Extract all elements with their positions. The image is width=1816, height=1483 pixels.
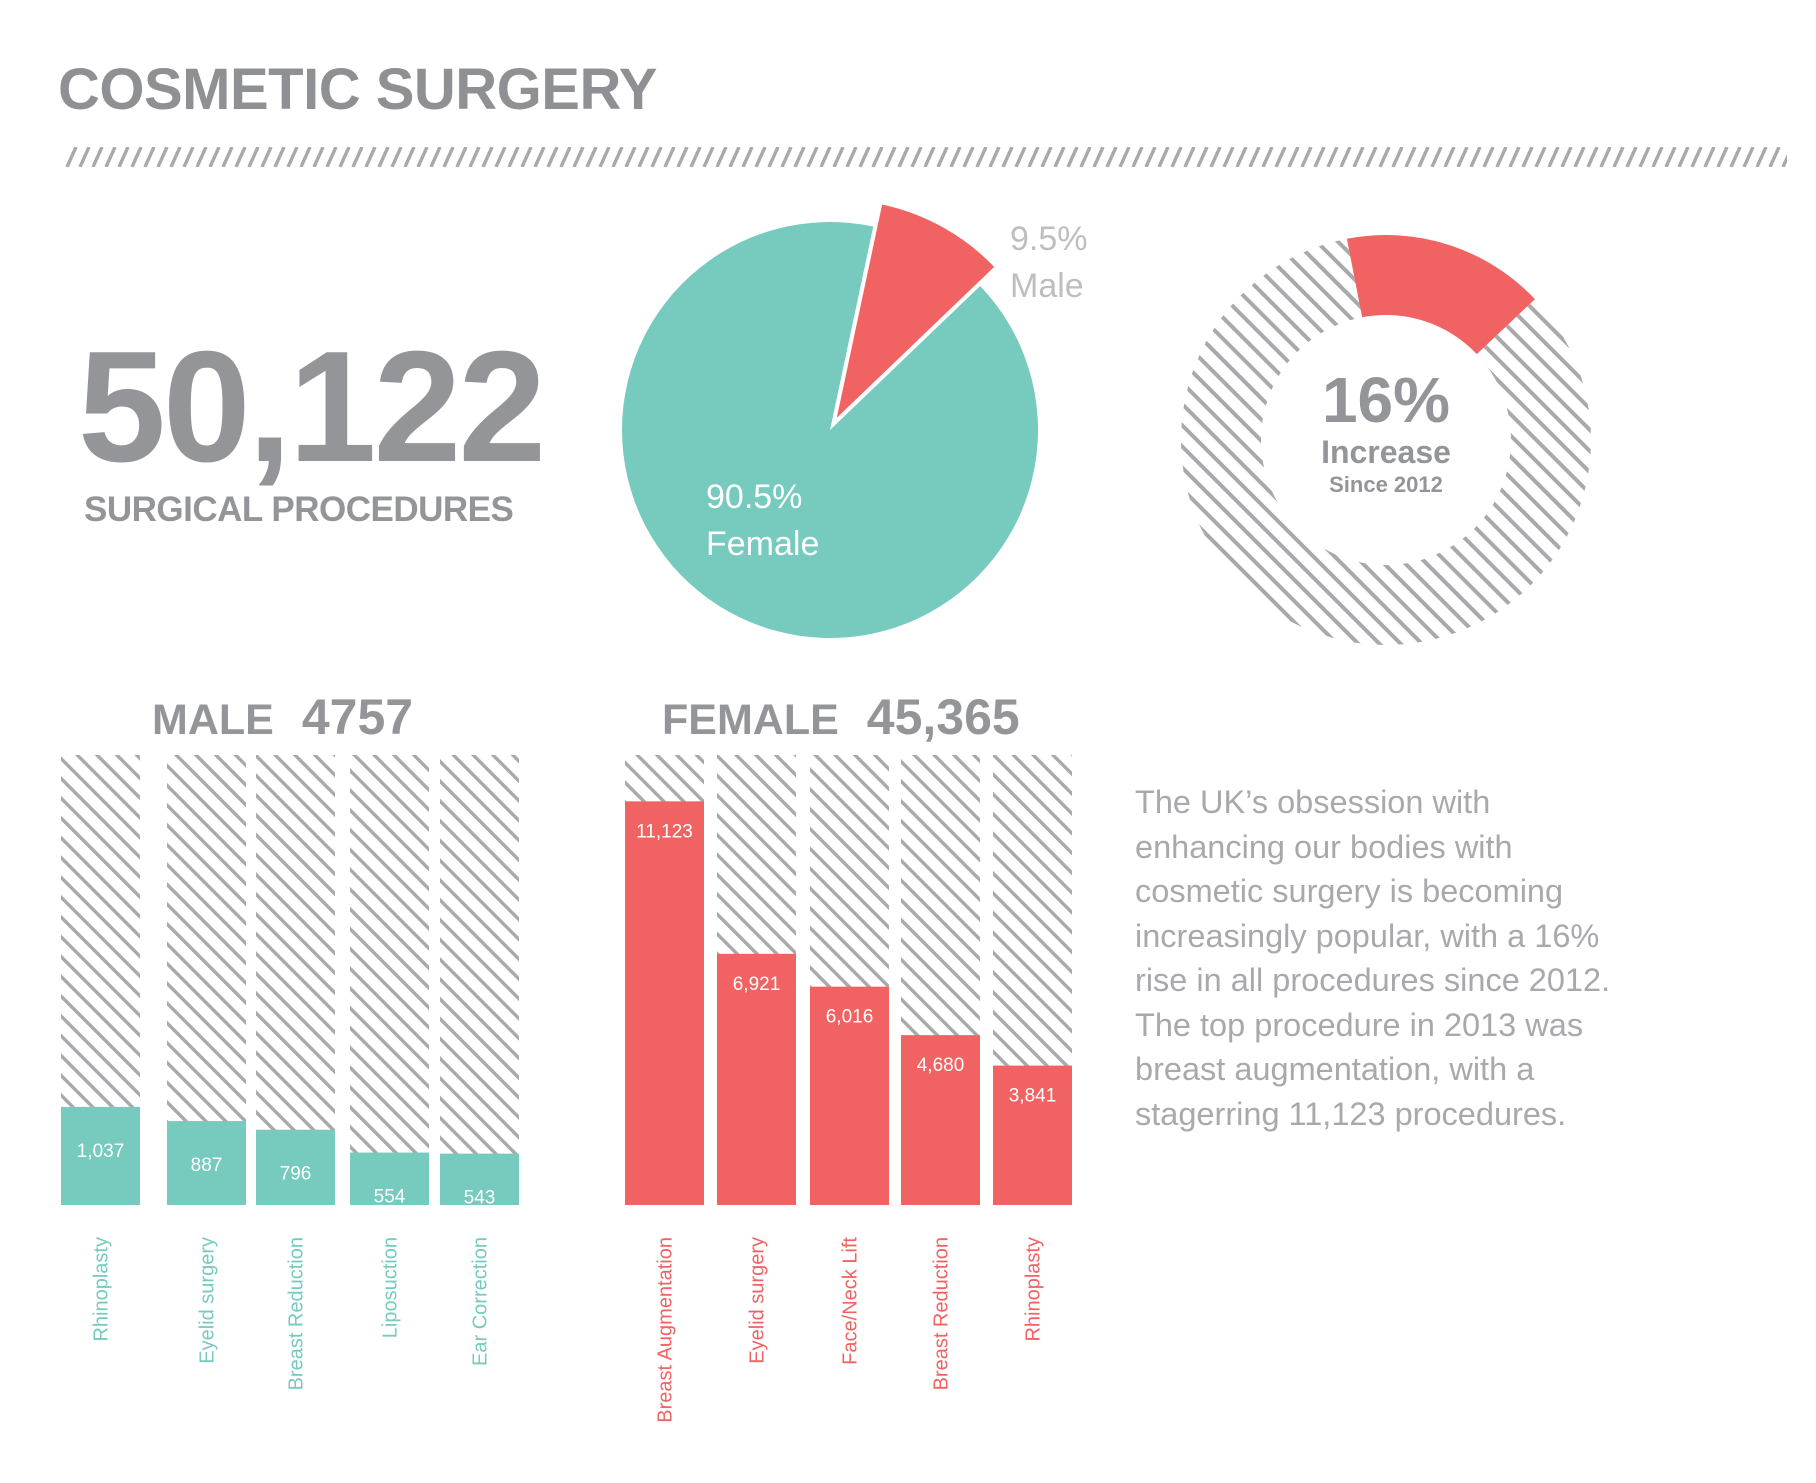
total-procedures-value: 50,122: [78, 319, 546, 495]
female-bar-value: 11,123: [636, 821, 693, 842]
male-category-label: Rhinoplasty: [91, 1237, 113, 1342]
pie-slice-female: [622, 222, 1038, 638]
male-bar: [61, 1106, 140, 1205]
male-bar-value: 887: [191, 1155, 223, 1176]
increase-sublabel: Since 2012: [1329, 472, 1443, 497]
female-category-label: Eyelid surgery: [747, 1237, 769, 1364]
female-bar-value: 4,680: [917, 1055, 965, 1076]
female-category-label: Rhinoplasty: [1023, 1237, 1045, 1342]
female-bar: [810, 986, 889, 1205]
description-text: The UK’s obsession with enhancing our bo…: [1135, 784, 1611, 1132]
male-bar: [440, 1153, 519, 1205]
female-category-label: Breast Reduction: [931, 1237, 953, 1390]
male-bar-value: 1,037: [77, 1141, 125, 1162]
male-bar: [256, 1129, 335, 1205]
pie-label-female-pct: 90.5%: [706, 478, 802, 516]
male-category-label: Liposuction: [380, 1237, 402, 1338]
male-bar-bg: [350, 755, 429, 1205]
female-bar: [717, 953, 796, 1205]
increase-label: Increase: [1321, 434, 1451, 470]
male-bar-chart: 1,037 Rhinoplasty 887 Eyelid surgery 796 Brea…: [61, 755, 519, 1390]
female-category-label: Breast Augmentation: [655, 1237, 677, 1423]
donut-slice-increase: [1346, 235, 1535, 355]
female-label: FEMALE: [662, 696, 839, 744]
male-bar-value: 554: [374, 1187, 406, 1208]
donut-remainder: [1181, 238, 1591, 646]
total-procedures-caption: SURGICAL PROCEDURES: [84, 490, 514, 529]
male-bar-bg: [440, 755, 519, 1205]
male-category-label: Breast Reduction: [286, 1237, 308, 1390]
female-bar-value: 6,921: [733, 974, 781, 995]
page-title: COSMETIC SURGERY: [58, 57, 657, 122]
male-bar-value: 543: [464, 1188, 496, 1209]
female-bar: [993, 1065, 1072, 1205]
male-bar-value: 796: [280, 1164, 312, 1185]
female-bar: [901, 1035, 980, 1205]
pie-slice-male: [836, 204, 995, 418]
male-bar: [167, 1121, 246, 1205]
pie-label-female: Female: [706, 525, 819, 563]
male-total: 4757: [301, 689, 414, 745]
female-chart-title: FEMALE 45,365: [662, 688, 1020, 746]
male-category-label: Eyelid surgery: [197, 1237, 219, 1364]
female-total: 45,365: [866, 689, 1020, 745]
increase-donut-chart: 16% Increase Since 2012: [1181, 235, 1591, 646]
female-bar-value: 6,016: [826, 1007, 874, 1028]
female-bar-value: 3,841: [1009, 1086, 1057, 1107]
female-bar-chart: 11,123 Breast Augmentation 6,921 Eyelid sur…: [625, 755, 1072, 1423]
pie-label-male-pct: 9.5%: [1010, 220, 1088, 258]
pie-label-male: Male: [1010, 267, 1084, 305]
male-chart-title: MALE 4757: [152, 688, 413, 746]
female-bar: [625, 801, 704, 1205]
hatched-divider: [65, 147, 1787, 167]
increase-value: 16%: [1322, 364, 1450, 436]
gender-pie-chart: 90.5% Female 9.5% Male: [622, 204, 1088, 638]
male-label: MALE: [152, 696, 274, 744]
female-category-label: Face/Neck Lift: [840, 1237, 862, 1365]
male-bar: [350, 1152, 429, 1205]
male-category-label: Ear Correction: [470, 1237, 492, 1366]
